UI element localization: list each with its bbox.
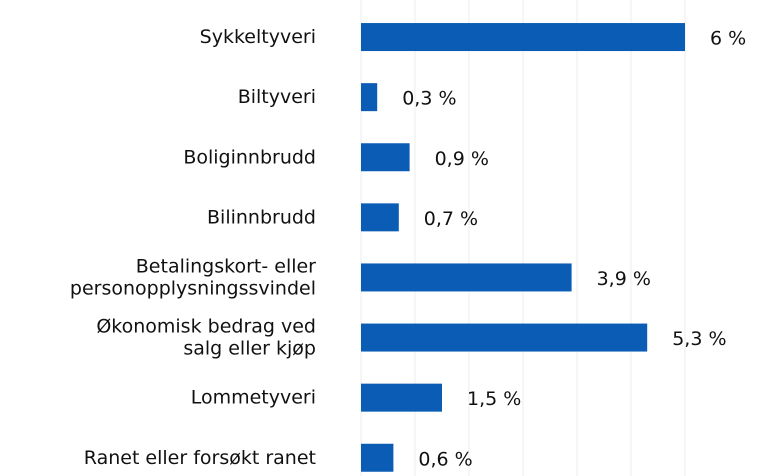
bar [361, 143, 410, 172]
category-label: Ranet eller forsøkt ranet [84, 446, 316, 468]
value-label: 5,3 % [672, 328, 726, 350]
category-label: Betalingskort- eller personopplysningssvi… [70, 255, 316, 299]
bar [361, 383, 442, 412]
category-label: Boliginnbrudd [183, 146, 316, 168]
category-label: Sykkeltyveri [200, 26, 316, 48]
category-label: Økonomisk bedrag ved salg eller kjøp [96, 315, 316, 359]
category-label: Bilinnbrudd [207, 206, 316, 228]
value-label: 1,5 % [467, 388, 521, 410]
bar [361, 443, 394, 472]
value-label: 0,7 % [424, 208, 478, 230]
value-label: 0,3 % [402, 88, 456, 110]
value-label: 0,6 % [418, 448, 472, 470]
category-label: Biltyveri [238, 86, 316, 108]
value-label: 3,9 % [597, 268, 651, 290]
bar [361, 83, 378, 112]
value-label: 6 % [710, 28, 746, 50]
bar [361, 203, 399, 232]
category-label: Lommetyveri [191, 386, 316, 408]
value-label: 0,9 % [435, 148, 489, 170]
bar [361, 263, 572, 292]
bar [361, 323, 648, 352]
bar [361, 23, 685, 52]
